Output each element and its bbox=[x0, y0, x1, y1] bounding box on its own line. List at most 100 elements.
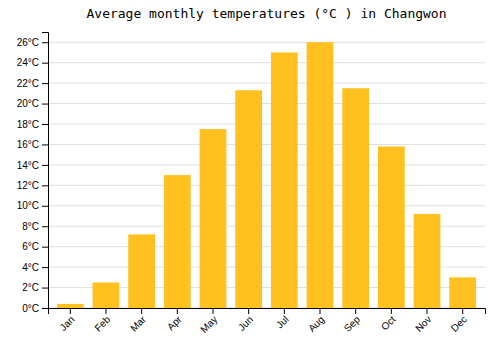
tick-label: 12°C bbox=[17, 180, 39, 191]
tick-label: Jul bbox=[274, 314, 291, 331]
tick: Nov bbox=[413, 308, 433, 334]
tick: 8°C bbox=[22, 221, 48, 232]
tick-label: 26°C bbox=[17, 37, 39, 48]
tick-label: 22°C bbox=[17, 78, 39, 89]
tick-mark bbox=[141, 308, 142, 314]
y-axis: 0°C 2°C 4°C 6°C 8°C 10°C 12°C 14°C 16°C 18°C 20°C 2… bbox=[17, 33, 49, 314]
tick-label: 20°C bbox=[17, 98, 39, 109]
tick: 24°C bbox=[17, 57, 48, 68]
tick-label: 6°C bbox=[22, 241, 39, 252]
tick-mark bbox=[42, 144, 48, 145]
bar bbox=[128, 234, 155, 308]
bar bbox=[342, 88, 369, 308]
bar bbox=[57, 304, 84, 308]
tick: Aug bbox=[306, 308, 326, 334]
tick-label: Jan bbox=[57, 314, 76, 333]
tick-mark bbox=[391, 308, 392, 314]
tick: 12°C bbox=[17, 180, 48, 191]
tick: 20°C bbox=[17, 98, 48, 109]
tick-mark bbox=[70, 308, 71, 314]
tick-label: 24°C bbox=[17, 57, 39, 68]
tick: 6°C bbox=[22, 241, 48, 252]
tick-mark bbox=[42, 288, 48, 289]
tick-label: 18°C bbox=[17, 119, 39, 130]
grid-line bbox=[48, 62, 485, 63]
chart: 0°C 2°C 4°C 6°C 8°C 10°C 12°C 14°C 16°C 18°C 20°C 2… bbox=[0, 0, 500, 350]
tick-mark bbox=[42, 267, 48, 268]
title: Average monthly temperatures (°C ) in Ch… bbox=[86, 6, 446, 21]
tick-mark bbox=[42, 185, 48, 186]
tick: Dec bbox=[449, 308, 469, 334]
tick-mark bbox=[462, 308, 463, 314]
bar bbox=[164, 175, 191, 308]
tick: Jun bbox=[236, 308, 255, 333]
tick: 2°C bbox=[22, 282, 48, 293]
tick: Oct bbox=[379, 308, 398, 332]
axis-line bbox=[49, 309, 486, 315]
grid-line bbox=[48, 42, 485, 43]
tick: 18°C bbox=[17, 119, 48, 130]
tick-label: Sep bbox=[342, 313, 363, 334]
tick-label: 2°C bbox=[22, 282, 39, 293]
tick: 10°C bbox=[17, 200, 48, 211]
bar bbox=[271, 52, 298, 308]
tick-mark bbox=[42, 226, 48, 227]
tick-label: May bbox=[198, 314, 219, 335]
tick-mark bbox=[42, 83, 48, 84]
tick-mark bbox=[42, 63, 48, 64]
bar bbox=[200, 129, 227, 308]
tick-mark bbox=[427, 308, 428, 314]
grid-line bbox=[48, 103, 485, 104]
tick-mark bbox=[284, 308, 285, 314]
grid-line bbox=[48, 205, 485, 206]
grid-line bbox=[48, 124, 485, 125]
tick-label: Dec bbox=[449, 314, 469, 334]
tick: 14°C bbox=[17, 160, 48, 171]
bar bbox=[449, 277, 476, 308]
tick-mark bbox=[42, 104, 48, 105]
grid-line bbox=[48, 185, 485, 186]
bar bbox=[93, 282, 120, 308]
grid-line bbox=[48, 144, 485, 145]
tick-label: 10°C bbox=[17, 200, 39, 211]
axis-line bbox=[42, 33, 49, 309]
tick-mark bbox=[42, 247, 48, 248]
tick-mark bbox=[42, 42, 48, 43]
tick-label: Jun bbox=[236, 314, 255, 333]
tick-label: Aug bbox=[306, 314, 326, 334]
tick: Apr bbox=[165, 308, 184, 332]
tick-label: 4°C bbox=[22, 262, 39, 273]
tick-mark bbox=[320, 308, 321, 314]
tick: Jul bbox=[274, 308, 291, 330]
grid bbox=[48, 42, 485, 308]
tick-mark bbox=[355, 308, 356, 314]
bars bbox=[57, 42, 476, 308]
tick: 4°C bbox=[22, 262, 48, 273]
x-axis: Jan Feb Mar Apr May Jun Jul Aug Sep Oct Nov Dec bbox=[49, 308, 486, 335]
tick-label: Mar bbox=[128, 313, 148, 333]
tick: 0°C bbox=[22, 303, 48, 314]
bar bbox=[235, 90, 262, 308]
tick-mark bbox=[248, 308, 249, 314]
tick: May bbox=[198, 308, 219, 335]
bar bbox=[378, 146, 405, 308]
grid-line bbox=[48, 164, 485, 165]
tick: 22°C bbox=[17, 78, 48, 89]
tick-mark bbox=[105, 308, 106, 314]
tick-label: 0°C bbox=[22, 303, 39, 314]
tick: 16°C bbox=[17, 139, 48, 150]
tick-mark bbox=[212, 308, 213, 314]
bar bbox=[307, 42, 334, 308]
tick-mark bbox=[42, 165, 48, 166]
tick: Feb bbox=[92, 308, 112, 334]
tick-label: Feb bbox=[92, 313, 112, 333]
tick: Mar bbox=[128, 308, 148, 334]
tick: 26°C bbox=[17, 37, 48, 48]
tick-label: Nov bbox=[413, 314, 433, 334]
tick: Jan bbox=[57, 308, 76, 333]
tick-mark bbox=[42, 124, 48, 125]
tick: Sep bbox=[342, 308, 363, 334]
tick-label: 8°C bbox=[22, 221, 39, 232]
tick-label: Oct bbox=[379, 314, 398, 333]
tick-mark bbox=[42, 206, 48, 207]
